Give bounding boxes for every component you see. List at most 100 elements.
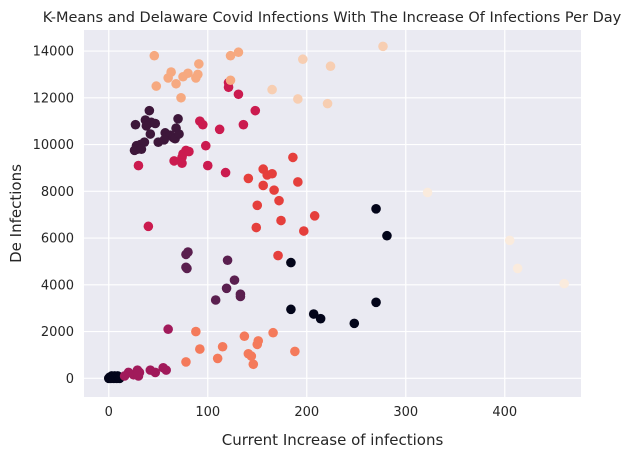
cluster-7 bbox=[149, 47, 244, 103]
data-point bbox=[371, 204, 381, 214]
data-point bbox=[274, 195, 284, 206]
x-tick-label: 100 bbox=[195, 405, 220, 420]
data-point bbox=[217, 341, 228, 352]
data-points bbox=[103, 41, 569, 384]
data-point bbox=[288, 152, 298, 163]
data-point bbox=[166, 67, 176, 77]
data-point bbox=[202, 160, 213, 171]
data-point bbox=[176, 92, 186, 103]
data-point bbox=[143, 221, 154, 232]
cluster-8 bbox=[267, 41, 388, 109]
data-point bbox=[130, 119, 141, 130]
y-tick-label: 0 bbox=[66, 372, 74, 387]
data-point bbox=[191, 326, 201, 337]
cluster-2 bbox=[181, 247, 246, 305]
x-axis-title: Current Increase of infections bbox=[222, 431, 444, 449]
data-point bbox=[133, 371, 144, 381]
data-point bbox=[173, 114, 183, 124]
data-point bbox=[293, 177, 303, 187]
data-point bbox=[200, 140, 211, 151]
data-point bbox=[136, 144, 147, 155]
data-point bbox=[248, 359, 259, 370]
data-point bbox=[251, 222, 262, 233]
data-point bbox=[258, 180, 268, 191]
cluster-5 bbox=[243, 152, 320, 261]
data-point bbox=[133, 160, 144, 171]
data-point bbox=[512, 263, 523, 274]
data-point bbox=[233, 47, 244, 58]
y-axis-title: De Infections bbox=[7, 164, 25, 263]
y-tick-label: 4000 bbox=[41, 278, 74, 293]
data-point bbox=[286, 257, 296, 268]
data-point bbox=[243, 173, 254, 184]
data-point bbox=[194, 59, 204, 69]
data-point bbox=[349, 318, 360, 329]
data-point bbox=[174, 129, 184, 139]
data-point bbox=[169, 156, 179, 166]
cluster-3 bbox=[119, 324, 173, 381]
y-tick-label: 12000 bbox=[33, 91, 74, 106]
cluster-6 bbox=[181, 326, 300, 370]
data-point bbox=[268, 327, 278, 338]
data-point bbox=[422, 187, 433, 198]
plot-area bbox=[84, 30, 581, 397]
data-point bbox=[298, 226, 309, 236]
data-point bbox=[229, 275, 240, 285]
data-point bbox=[308, 309, 319, 319]
data-point bbox=[222, 255, 233, 266]
data-point bbox=[239, 331, 250, 342]
data-point bbox=[184, 146, 194, 157]
data-point bbox=[144, 105, 155, 116]
data-point bbox=[504, 235, 515, 246]
tick-labels: 0 100 200 300 400020004000600080001000012000… bbox=[33, 45, 518, 420]
data-point bbox=[225, 75, 236, 86]
data-point bbox=[181, 357, 191, 367]
y-tick-label: 14000 bbox=[33, 45, 74, 60]
data-point bbox=[267, 84, 277, 95]
data-point bbox=[212, 353, 223, 364]
data-point bbox=[151, 81, 162, 91]
data-point bbox=[210, 295, 221, 305]
data-point bbox=[163, 324, 173, 335]
data-point bbox=[150, 118, 161, 129]
data-point bbox=[297, 54, 308, 65]
chart-title: K-Means and Delaware Covid Infections Wi… bbox=[43, 10, 622, 26]
data-point bbox=[177, 158, 187, 169]
data-point bbox=[225, 50, 236, 61]
cluster-1 bbox=[129, 105, 184, 156]
data-point bbox=[233, 89, 244, 100]
data-point bbox=[238, 119, 249, 130]
data-point bbox=[119, 371, 130, 381]
data-point bbox=[158, 362, 169, 373]
data-point bbox=[286, 304, 296, 315]
data-point bbox=[315, 313, 326, 324]
data-point bbox=[221, 283, 232, 294]
data-point bbox=[322, 98, 333, 109]
data-point bbox=[183, 68, 193, 79]
y-tick-label: 6000 bbox=[41, 232, 74, 247]
data-point bbox=[325, 61, 336, 72]
x-tick-label: 200 bbox=[294, 405, 319, 420]
data-point bbox=[145, 129, 156, 139]
cluster-9 bbox=[422, 187, 569, 289]
data-point bbox=[195, 344, 205, 354]
data-point bbox=[252, 200, 263, 211]
data-point bbox=[273, 250, 283, 261]
data-point bbox=[382, 230, 392, 241]
data-point bbox=[150, 367, 161, 378]
data-point bbox=[149, 50, 160, 61]
data-point bbox=[153, 137, 164, 148]
data-point bbox=[276, 215, 286, 226]
data-point bbox=[267, 168, 277, 179]
x-tick-label: 300 bbox=[393, 405, 418, 420]
gridlines bbox=[84, 30, 581, 397]
x-tick-label: 400 bbox=[492, 405, 517, 420]
data-point bbox=[371, 297, 381, 308]
data-point bbox=[246, 351, 257, 361]
data-point bbox=[250, 105, 261, 116]
data-point bbox=[182, 263, 192, 274]
data-point bbox=[141, 121, 152, 131]
data-point bbox=[252, 339, 263, 350]
